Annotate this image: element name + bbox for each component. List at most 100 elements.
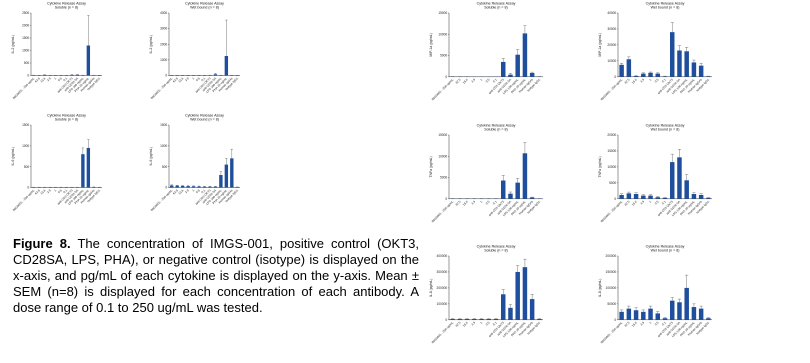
bar — [641, 311, 646, 320]
bar — [42, 74, 47, 76]
y-tick-label: 20000 — [607, 133, 616, 137]
bar — [175, 185, 179, 188]
y-tick-label: 1000 — [22, 144, 29, 148]
y-tick-label: 300000 — [437, 270, 448, 274]
x-tick-label: 0.5 — [57, 188, 63, 194]
y-axis-label: IL-2 (pg/mL) — [11, 35, 15, 53]
bar — [522, 267, 528, 320]
x-tick-label: 15.6 — [462, 77, 469, 84]
bar — [224, 55, 229, 76]
x-tick-label: 0.5 — [195, 76, 201, 82]
bar — [86, 45, 91, 76]
bar — [648, 308, 653, 320]
bar — [81, 154, 85, 188]
bar — [457, 319, 463, 320]
y-tick-label: 0 — [445, 197, 447, 201]
x-tick-label: IMGS001 - 250 ug/mL — [431, 77, 455, 101]
x-tick-label: 0.1 — [200, 188, 206, 194]
x-tick-label: 0.5 — [485, 77, 491, 83]
bar — [698, 308, 704, 320]
bar — [626, 59, 632, 77]
y-tick-label: 50000 — [607, 302, 616, 306]
x-tick-label: 1 — [53, 76, 57, 80]
x-tick-label: 62.5 — [34, 188, 41, 195]
x-tick-label: 15.6 — [631, 77, 638, 84]
bar — [633, 76, 639, 77]
chart-subtitle: Wet bound (n = 8) — [190, 118, 219, 122]
y-axis-label: IL-8 (pg/mL) — [598, 279, 602, 297]
chart-title: Cytokine Release Assay — [47, 2, 86, 6]
bar — [208, 186, 212, 188]
y-axis-label: TNFa (pg/mL) — [598, 156, 602, 177]
x-tick-label: 3.9 — [46, 188, 52, 194]
chart-il2-wet-bound: Cytokine Release Assay Wet bound (n = 8) I… — [148, 0, 243, 118]
chart-title: Cytokine Release Assay — [646, 245, 685, 249]
x-tick-label: 3.9 — [470, 320, 476, 326]
bar — [677, 302, 682, 320]
bar — [529, 299, 535, 320]
y-tick-label: 0 — [614, 318, 616, 322]
chart-tnfa-soluble: Cytokine Release Assay Soluble (n = 8) TNF… — [428, 122, 546, 242]
y-tick-label: 15000 — [438, 133, 447, 137]
x-tick-label: 3.9 — [470, 199, 476, 205]
y-tick-label: 5000 — [609, 181, 616, 185]
bar — [515, 54, 520, 77]
x-tick-label: 1 — [479, 320, 483, 324]
x-tick-label: 0.1 — [62, 188, 68, 194]
x-tick-label: 0.1 — [62, 76, 68, 82]
bar — [472, 319, 477, 320]
y-axis-label: IL-2 (pg/mL) — [149, 35, 153, 53]
x-tick-label: 15.6 — [39, 76, 46, 83]
y-tick-label: 200000 — [606, 254, 617, 258]
bar — [648, 195, 653, 199]
x-tick-label: 0.1 — [492, 77, 498, 83]
x-tick-label: 0.1 — [492, 199, 498, 205]
y-tick-label: 1000 — [160, 144, 167, 148]
y-tick-label: 2000 — [22, 24, 29, 28]
bar — [486, 319, 492, 320]
x-tick-label: 3.9 — [639, 77, 645, 83]
chart-tnfa-wet-bound: Cytokine Release Assay Wet bound (n = 8) T… — [597, 122, 715, 242]
x-tick-label: 0.5 — [654, 77, 660, 83]
x-tick-label: IMGS001 - 250 ug/mL — [431, 199, 455, 223]
x-tick-label: IMGS001 - 250 ug/mL — [150, 76, 174, 100]
figure-label: Figure 8. — [13, 236, 71, 251]
bar — [508, 307, 513, 320]
chart-mip1a-soluble: Cytokine Release Assay Soluble (n = 8) MIP… — [428, 0, 546, 120]
y-axis-label: MIP-1a (pg/mL) — [429, 33, 433, 57]
y-tick-label: 1000 — [22, 49, 29, 53]
bar — [537, 319, 542, 320]
y-tick-label: 400000 — [437, 254, 448, 258]
y-axis-label: IL-6 (pg/mL) — [11, 147, 15, 165]
bar — [706, 318, 711, 320]
y-tick-label: 10000 — [607, 165, 616, 169]
bar — [230, 158, 234, 188]
bar — [515, 182, 520, 199]
y-axis-label: IL-8 (pg/mL) — [429, 279, 433, 297]
chart-subtitle: Soluble (n = 8) — [55, 6, 78, 10]
y-axis-label: MIP-1a (pg/mL) — [598, 33, 602, 57]
x-tick-label: 0.5 — [654, 320, 660, 326]
bar — [500, 61, 506, 77]
y-tick-label: 10000 — [607, 59, 616, 63]
bar — [641, 195, 646, 199]
bar — [202, 186, 207, 188]
bar — [662, 197, 668, 199]
x-tick-label: 1 — [191, 188, 195, 192]
y-tick-label: 40000 — [607, 11, 616, 15]
x-tick-label: 15.6 — [462, 320, 469, 327]
bar — [170, 185, 174, 188]
bar — [655, 313, 661, 320]
bar — [213, 74, 218, 76]
chart-subtitle: Wet bound (n = 8) — [190, 6, 219, 10]
y-tick-label: 0 — [614, 75, 616, 79]
y-tick-label: 15000 — [607, 149, 616, 153]
bar — [633, 194, 639, 199]
bar — [529, 197, 535, 199]
y-tick-label: 3000 — [160, 27, 167, 31]
chart-subtitle: Soluble (n = 8) — [484, 6, 507, 10]
